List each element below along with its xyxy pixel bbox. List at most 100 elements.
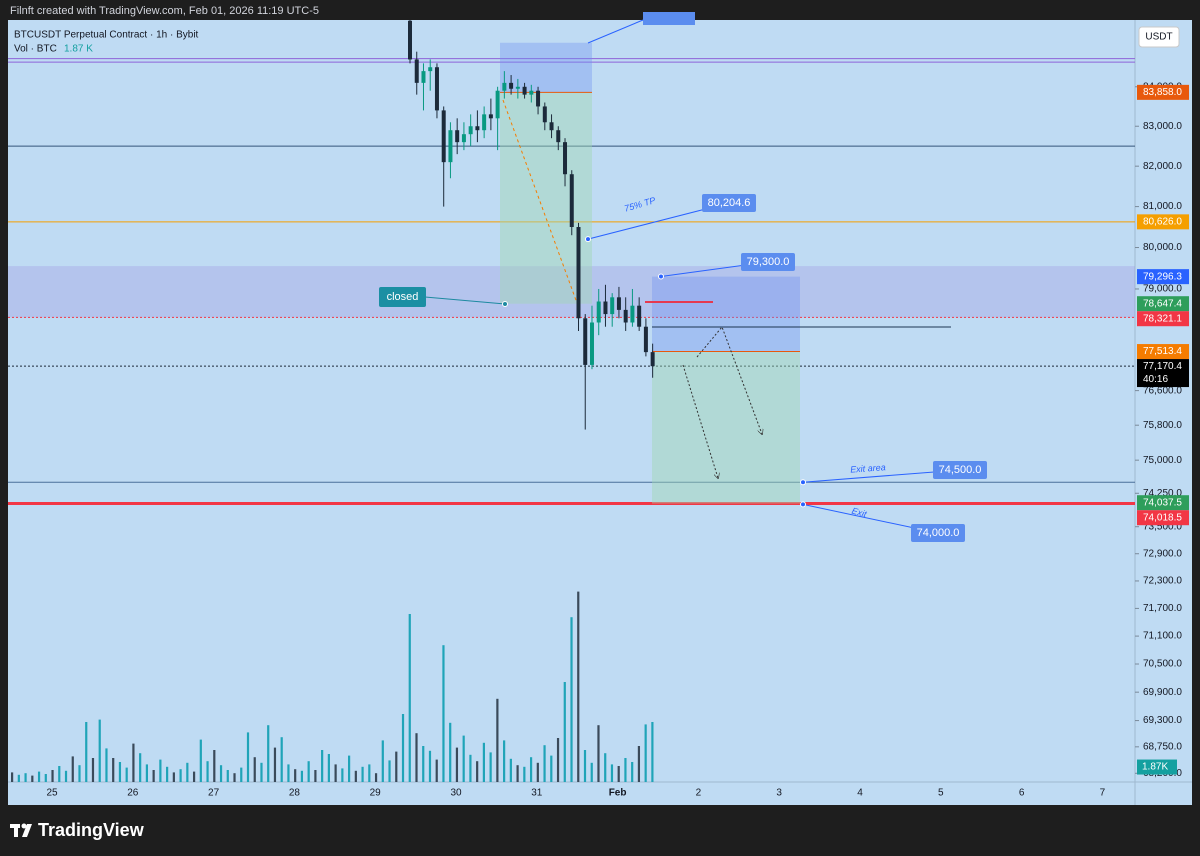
volume-bar: [287, 764, 290, 782]
volume-bar: [206, 761, 209, 782]
volume-bar: [186, 762, 189, 782]
price-tick-label: 82,000.0: [1143, 161, 1182, 172]
price-tag-label: 79,296.3: [1143, 271, 1182, 282]
candle-body: [428, 67, 433, 72]
volume-bar: [71, 756, 74, 782]
volume-bar: [85, 722, 88, 782]
header-text: Filnft created with TradingView.com, Feb…: [10, 5, 319, 17]
time-label: Feb: [609, 788, 627, 799]
candle-body: [563, 142, 568, 175]
time-label: 7: [1100, 788, 1106, 799]
legend-volume-value: 1.87 K: [64, 44, 93, 55]
annotation-label: 74,500.0: [939, 464, 982, 476]
volume-bar: [327, 754, 330, 782]
candle-body: [461, 134, 466, 143]
position-reward: [652, 351, 800, 504]
volume-bar: [17, 774, 20, 782]
candle-body: [610, 297, 615, 315]
annotation-box: [702, 194, 756, 212]
volume-bar: [583, 750, 587, 782]
price-band: [8, 266, 1135, 318]
volume-bar: [58, 766, 61, 782]
price-tick-label: 74,250.0: [1143, 488, 1182, 499]
brand: TradingView: [38, 820, 145, 840]
volume-bar: [246, 732, 250, 782]
volume-bar: [523, 766, 526, 782]
volume-bar: [543, 745, 546, 782]
volume-bar: [348, 755, 351, 782]
volume-bar: [489, 752, 492, 782]
brand-logo: [10, 823, 32, 837]
price-tick-label: 72,900.0: [1143, 548, 1182, 559]
price-tag-label: 74,037.5: [1143, 497, 1182, 508]
price-tag: [1137, 269, 1189, 285]
currency[interactable]: USDT: [1145, 32, 1172, 43]
projection-arrow: [696, 326, 762, 434]
volume-bar: [415, 733, 418, 782]
volume-bar: [651, 722, 654, 782]
closed-box: [379, 287, 426, 307]
exit-area-label: Exit area: [850, 462, 886, 474]
currency-button[interactable]: [1138, 26, 1180, 48]
volume-bar: [213, 750, 216, 782]
volume-bar: [509, 758, 512, 782]
volume-bar: [78, 765, 81, 782]
price-tick-label: 69,900.0: [1143, 687, 1182, 698]
volume-bar: [395, 751, 398, 782]
price-tag: [1137, 344, 1189, 360]
time-label: 4: [857, 788, 863, 799]
legend-symbol: BTCUSDT Perpetual Contract · 1h · Bybit: [14, 30, 199, 41]
price-tag: [1137, 510, 1189, 526]
volume-bar: [307, 761, 310, 782]
volume-bar: [469, 754, 472, 782]
volume-bar: [449, 722, 452, 782]
position-risk: [500, 42, 592, 93]
volume-tag: [1137, 759, 1177, 775]
candle-body: [576, 226, 581, 319]
volume-bar: [516, 765, 519, 782]
volume-bar: [118, 762, 122, 782]
volume-bar: [199, 739, 202, 782]
annotation-anchor: [658, 273, 664, 280]
volume-bar: [280, 737, 283, 782]
candle-body: [448, 130, 453, 163]
candle-body: [482, 114, 487, 131]
price-tag: [1137, 359, 1189, 388]
candle-body: [522, 86, 527, 95]
volume-bar: [422, 746, 425, 782]
volume-bar: [192, 771, 196, 782]
price-tick-label: 69,300.0: [1143, 715, 1182, 726]
volume-bar: [556, 738, 560, 782]
volume-bar: [267, 725, 270, 782]
volume-bar: [334, 764, 337, 782]
exit-label: Exit: [851, 506, 869, 520]
candle-body: [475, 126, 480, 131]
annotation-box: [643, 12, 695, 25]
volume-bar: [570, 617, 573, 782]
price-tag-label: 80,626.0: [1143, 216, 1182, 227]
volume-bar: [51, 770, 54, 782]
volume-bar: [374, 773, 378, 782]
candle-body: [542, 106, 547, 123]
annotation-anchor: [585, 236, 591, 243]
volume-bar: [631, 762, 634, 782]
volume-bar: [644, 724, 647, 782]
volume-bar: [503, 740, 506, 782]
logo-shape: [14, 824, 18, 837]
closed-label: closed: [387, 291, 419, 303]
volume-bar: [145, 764, 148, 782]
annotation-anchor: [800, 479, 806, 486]
candle-body: [455, 130, 460, 143]
price-tag-label: 78,647.4: [1143, 298, 1182, 309]
price-tick-label: 80,000.0: [1143, 242, 1182, 253]
time-label: 2: [696, 788, 702, 799]
price-tick-label: 76,600.0: [1143, 385, 1182, 396]
volume-bar: [233, 773, 236, 782]
price-tag-label: 77,170.4: [1143, 361, 1182, 372]
volume-bar: [300, 770, 304, 782]
volume-bar: [172, 772, 175, 782]
price-tick-label: 81,000.0: [1143, 201, 1182, 212]
volume-bar: [354, 770, 357, 782]
candle-body: [589, 322, 594, 365]
